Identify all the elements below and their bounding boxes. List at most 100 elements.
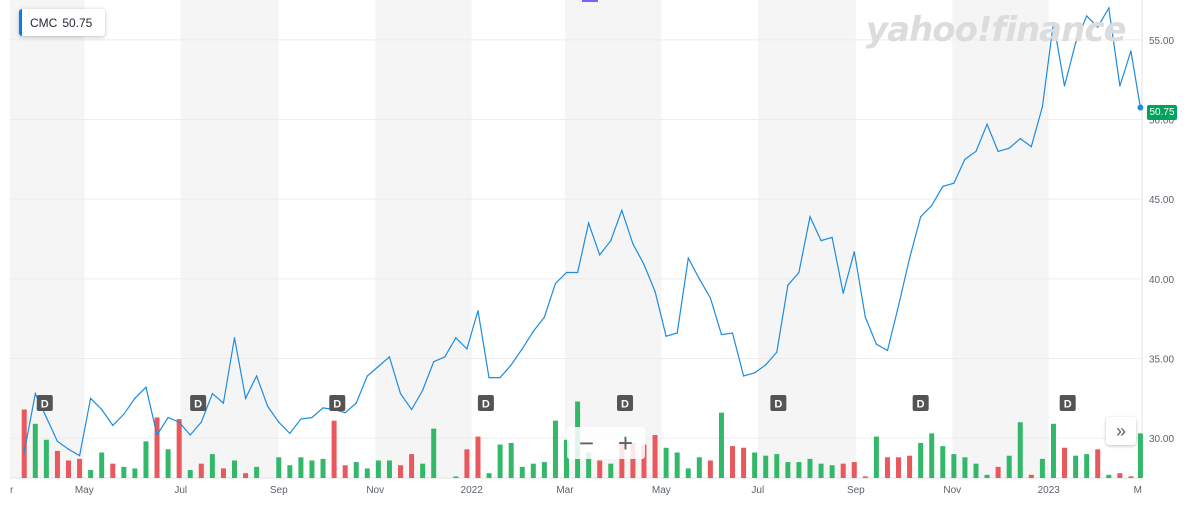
data-point [366,375,368,377]
volume-bar [951,454,957,478]
data-point [610,239,612,242]
dividend-marker [36,395,53,411]
data-point [499,377,501,379]
volume-bar [1017,422,1023,478]
volume-bar [309,460,315,478]
data-point [222,402,225,404]
x-tick-label: r [10,485,14,496]
volume-bar [154,417,160,478]
x-tick-label: Sep [270,485,288,496]
data-point [45,416,47,419]
data-point [742,375,745,377]
data-point [1108,7,1110,9]
volume-bars [21,401,1143,478]
volume-bar [331,420,337,478]
volume-bar [619,441,625,478]
volume-bar [198,463,204,478]
dividend-marker [912,395,929,411]
data-point [455,337,457,339]
data-point [1030,145,1032,148]
data-point [23,451,25,454]
scroll-right-button[interactable]: » [1106,417,1136,445]
legend-value: 50.75 [62,15,93,30]
data-point [1119,85,1121,87]
data-point [322,407,324,409]
data-point [112,424,114,427]
band [564,0,662,478]
data-point [864,316,866,318]
volume-bar [586,452,592,478]
volume-bar [962,457,968,478]
volume-bar [652,434,658,478]
volume-bar [641,444,647,478]
volume-bar [88,470,94,478]
band [375,0,472,478]
volume-bar [807,458,813,478]
legend[interactable]: CMC 50.75 [19,9,106,36]
x-tick-label: 2023 [1038,485,1061,496]
data-point [599,254,601,256]
volume-bar [497,444,503,478]
volume-bar [77,458,83,478]
data-point [621,209,623,211]
dividend-marker [190,395,207,411]
data-point [134,397,136,399]
data-point [200,421,202,423]
volume-bar [884,457,890,478]
volume-bar [840,463,846,478]
volume-bar [65,460,71,478]
zoom-out-button[interactable]: − [578,427,595,458]
data-point [78,455,81,457]
volume-bar [143,441,149,478]
data-point [1130,50,1132,52]
dividend-label: D [917,399,925,411]
volume-bar [508,442,514,478]
data-point [233,337,236,339]
volume-bar [1062,447,1068,478]
volume-bar [552,420,558,478]
x-tick-label: M [1134,485,1142,496]
volume-bar [464,449,470,478]
data-point [886,349,889,352]
data-point [643,263,645,266]
data-point [444,356,446,358]
band [952,0,1049,478]
volume-bar [818,463,824,478]
data-point [311,416,313,419]
data-point [477,310,479,312]
data-point [654,290,656,293]
volume-bar [696,457,702,478]
volume-bar [873,436,879,478]
volume-bar [187,470,193,478]
x-axis: r May Jul Sep Nov 2022 Mar May Jul Sep Nov 2023 M [10,485,1142,496]
volume-bar [320,458,326,478]
data-point [698,278,700,280]
x-tick-label: 2022 [461,485,484,496]
volume-bar [718,412,724,478]
volume-bar [364,468,370,478]
data-point [1008,147,1010,149]
y-tick-label: 55.00 [1149,36,1174,47]
volume-bar [276,457,282,478]
data-point [709,297,711,299]
volume-bar [674,452,680,478]
data-point [875,343,877,345]
y-tick-label: 40.00 [1149,275,1174,286]
data-point [344,412,346,414]
data-point [388,356,391,358]
x-tick-label: Nov [943,485,961,496]
data-point [1097,26,1099,28]
data-point [67,448,70,450]
data-point [510,364,512,366]
volume-bar [1095,449,1101,478]
dividend-marker [770,395,787,411]
data-point [244,397,247,399]
data-point [798,271,800,274]
price-line [23,6,1144,457]
volume-bar [1028,474,1034,478]
data-point [34,392,36,395]
zoom-in-button[interactable]: + [617,427,634,458]
volume-bar [564,439,570,478]
data-point [1074,42,1077,44]
